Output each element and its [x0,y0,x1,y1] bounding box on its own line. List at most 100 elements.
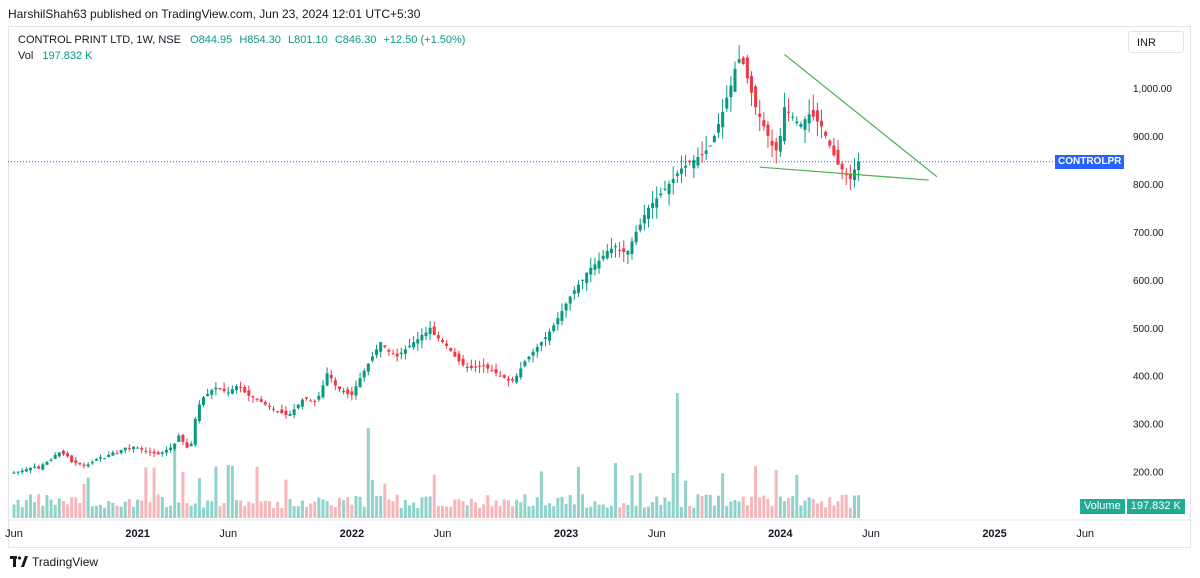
volume-bar [523,494,527,518]
volume-bar [416,507,420,518]
volume-bar [111,503,115,518]
candle-body [391,353,395,355]
candle-body [342,391,346,393]
volume-bar [663,497,667,518]
candle-body [762,120,766,127]
volume-bar [74,497,78,518]
volume-bar [630,475,634,518]
volume-bar [502,499,506,518]
volume-bar [94,505,98,518]
candle-body [840,163,844,170]
candle-body [346,389,350,394]
volume-legend-label: Vol [18,50,34,62]
candle-body [642,215,646,224]
volume-bar [222,503,226,518]
volume-bar [568,495,572,518]
volume-bar [20,506,24,518]
chart-pane[interactable] [8,26,1191,548]
volume-bar [342,500,346,518]
volume-bar [123,501,127,518]
candle-body [251,396,255,398]
volume-bar [57,498,61,518]
volume-bar [66,504,70,518]
volume-bar [548,503,552,518]
volume-bar [543,505,547,518]
volume-bar [375,496,379,518]
volume-bar [329,505,333,518]
candle-body [276,411,280,413]
volume-bar [712,505,716,518]
time-tick-label: 2024 [768,528,793,540]
volume-bar [296,506,300,518]
candle-body [288,414,292,416]
trendline-lower[interactable] [759,166,929,181]
volume-bar [684,480,688,518]
candle-body [305,397,309,399]
volume-bar [688,505,692,518]
ohlc-values: O844.95 H854.30 L801.10 C846.30 +12.50 (… [190,34,469,46]
candle-body [659,193,663,196]
candle-body [416,339,420,344]
candle-body [733,68,737,92]
volume-bar [659,504,663,518]
volume-bar [53,504,57,518]
tradingview-logo[interactable]: TradingView [10,555,98,569]
candle-body [309,400,313,402]
trendline-upper[interactable] [784,53,938,178]
candle-body [807,114,811,124]
volume-bar [313,501,317,518]
price-axis: 1,000.00 900.00 800.00 700.00 600.00 500.00 40… [1133,84,1172,479]
candle-body [16,471,20,473]
candle-body [259,399,263,403]
candle-body [469,365,473,369]
volume-bar [436,505,440,518]
volume-bar [453,499,457,518]
candle-body [173,443,177,449]
candle-body [824,131,828,136]
volume-bar [782,501,786,518]
candle-body [131,446,135,450]
candle-body [651,203,655,208]
volume-bar [399,507,403,518]
candle-body [177,435,181,442]
volume-bar [305,506,309,518]
low-value: L801.10 [287,34,328,46]
volume-bar [156,494,160,518]
volume-bar [511,506,515,518]
symbol-price-tag: CONTROLPR [1055,154,1125,169]
volume-bar [164,507,168,518]
candle-body [688,160,692,163]
volume-bar [556,497,560,518]
volume-bar [218,506,222,518]
volume-bar [185,503,189,518]
price-tick-label: 600.00 [1133,276,1164,287]
volume-bar [428,496,432,518]
candle-body [671,179,675,184]
volume-bar [717,495,721,518]
time-tick-label: Jun [434,528,452,540]
candle-body [90,462,94,464]
volume-bar [226,465,230,518]
volume-bar [160,497,164,518]
symbol-title[interactable]: CONTROL PRINT LTD, 1W, NSE [18,34,181,46]
candle-body [99,457,103,459]
candle-body [103,458,107,460]
symbol-legend[interactable]: CONTROL PRINT LTD, 1W, NSE O844.95 H854.… [18,34,469,46]
candle-body [490,370,494,372]
candle-body [197,404,201,422]
candle-body [24,469,28,472]
price-tick-label: 300.00 [1133,420,1164,431]
volume-legend[interactable]: Vol 197.832 K [18,50,93,62]
volume-bar [828,497,832,518]
volume-bar [552,506,556,518]
volume-bar [486,495,490,518]
candle-body [408,345,412,347]
time-axis: Jun 2021 Jun 2022 Jun 2023 Jun 2024 Jun 2025 Jun [5,519,1191,540]
volume-bar [61,501,65,518]
volume-bar [770,506,774,518]
candle-body [774,141,778,151]
candle-body [770,140,774,146]
volume-bar [498,506,502,518]
currency-button[interactable]: INR [1128,31,1184,53]
